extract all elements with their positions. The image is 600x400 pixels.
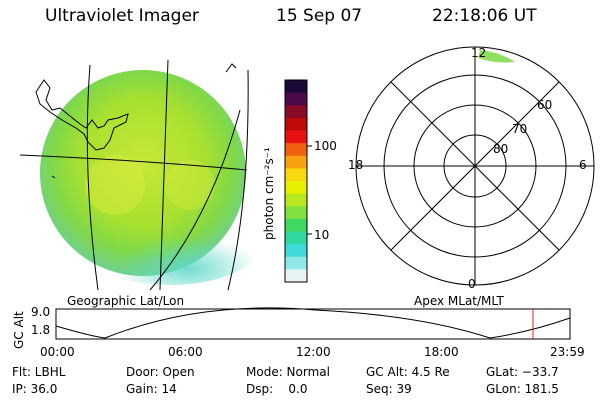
mlt-label-18: 18 — [348, 158, 364, 172]
info-glat: GLat: −33.7 — [486, 365, 559, 379]
mlt-label-0: 0 — [468, 277, 476, 291]
colorbar-segment — [285, 105, 307, 119]
date-label: 15 Sep 07 — [276, 6, 363, 26]
coastline-outline — [35, 63, 237, 179]
colorbar-segment — [285, 269, 307, 283]
mlat-label-80: 80 — [493, 142, 509, 156]
colorbar-segment — [285, 143, 307, 157]
auroral-emission-patch — [478, 50, 515, 63]
colorbar-segment — [285, 92, 307, 106]
apex-panel-label: Apex MLat/MLT — [414, 294, 504, 308]
time-tick-2359: 23:59 — [550, 345, 585, 359]
info-seq: Seq: 39 — [366, 382, 412, 396]
info-filter: Flt: LBHL — [12, 365, 66, 379]
geographic-panel-label: Geographic Lat/Lon — [67, 294, 185, 308]
mlat-label-70: 70 — [512, 122, 528, 136]
time-tick-0000: 00:00 — [40, 345, 75, 359]
time-label: 22:18:06 UT — [432, 6, 537, 26]
colorbar-segment — [285, 155, 307, 169]
info-ip: IP: 36.0 — [12, 382, 58, 396]
colorbar-segment — [285, 256, 307, 270]
colorbar-segment — [285, 206, 307, 220]
colorbar-tick-100: 100 — [314, 139, 337, 153]
colorbar-segment — [285, 168, 307, 182]
instrument-title: Ultraviolet Imager — [45, 6, 199, 26]
time-tick-1800: 18:00 — [424, 345, 459, 359]
colorbar-segment — [285, 130, 307, 144]
time-tick-0600: 06:00 — [168, 345, 203, 359]
lat-lon-grid — [19, 59, 249, 291]
info-gain: Gain: 14 — [126, 382, 177, 396]
mlat-label-60: 60 — [537, 98, 553, 112]
info-glon: GLon: 181.5 — [486, 382, 559, 396]
altitude-tick-1-8: 1.8 — [31, 323, 51, 337]
colorbar-segment — [285, 181, 307, 195]
info-mode: Mode: Normal — [246, 365, 330, 379]
colorbar-segment — [285, 231, 307, 245]
info-gc-alt: GC Alt: 4.5 Re — [366, 365, 450, 379]
altitude-tick-9: 9.0 — [31, 305, 51, 319]
colorbar-segment — [285, 244, 307, 258]
colorbar-segment — [285, 117, 307, 131]
altitude-plot-frame — [55, 308, 571, 340]
colorbar-segment — [285, 193, 307, 207]
info-dsp: Dsp: 0.0 — [246, 382, 308, 396]
altitude-curve — [55, 307, 571, 339]
altitude-axis-label: GC Alt — [12, 311, 26, 349]
colorbar-segment — [285, 80, 307, 94]
colorbar-tick-10: 10 — [314, 228, 330, 242]
info-door: Door: Open — [126, 365, 195, 379]
time-tick-1200: 12:00 — [296, 345, 331, 359]
mlt-label-6: 6 — [579, 158, 587, 172]
colorbar-segment — [285, 218, 307, 232]
mlt-label-12: 12 — [471, 46, 487, 60]
